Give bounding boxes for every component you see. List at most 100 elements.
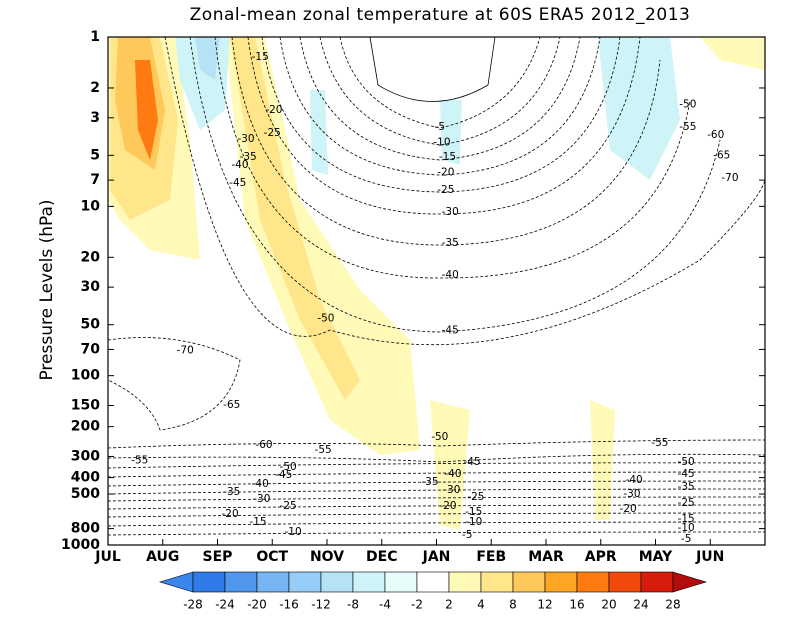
contour-label: -60	[255, 439, 272, 451]
colorbar-box	[640, 571, 674, 593]
y-axis-label: Pressure Levels (hPa)	[37, 199, 57, 380]
contour-label: -30	[253, 493, 270, 505]
contour-label: -15	[439, 151, 456, 163]
contour-label: -40	[442, 269, 459, 281]
contour-label: -40	[252, 478, 269, 490]
contour-label: -15	[678, 513, 695, 525]
contour-label: -10	[433, 137, 450, 149]
colorbar-label: -20	[247, 598, 267, 612]
contour-label: -45	[678, 468, 695, 480]
contour-label: -25	[280, 500, 297, 512]
colorbar-box	[288, 571, 322, 593]
y-tick-label: 50	[81, 317, 101, 333]
y-tick-label: 800	[71, 521, 100, 537]
x-tick-label: MAR	[528, 549, 564, 565]
contour-label: -45	[229, 177, 246, 189]
colorbar-label: 20	[601, 598, 616, 612]
colorbar-box	[320, 571, 354, 593]
colorbar-label: -4	[379, 598, 391, 612]
y-tick-label: 100	[71, 368, 100, 384]
contour-label: -35	[240, 151, 257, 163]
contour-label: -20	[265, 104, 282, 116]
colorbar-label: 4	[477, 598, 485, 612]
contour-label: -10	[465, 516, 482, 528]
contour-label: -35	[421, 476, 438, 488]
y-tick-label: 200	[71, 419, 100, 435]
y-tick-label: 70	[81, 341, 101, 357]
contour-label: -15	[252, 51, 269, 63]
contour-label: -30	[623, 488, 640, 500]
contour-label: -30	[442, 206, 459, 218]
contour-label: -70	[721, 172, 738, 184]
colorbar-label: 2	[445, 598, 453, 612]
x-tick-label: APR	[585, 549, 617, 565]
x-tick-label: JUL	[94, 549, 121, 565]
colorbar-box	[256, 571, 290, 593]
colorbar-box	[544, 571, 578, 593]
contour-label: -45	[275, 469, 292, 481]
colorbar-label: -28	[183, 598, 203, 612]
colorbar-label: -12	[311, 598, 331, 612]
colorbar-label: 24	[633, 598, 648, 612]
x-tick-label: FEB	[476, 549, 506, 565]
colorbar-box	[608, 571, 642, 593]
contour-label: -25	[264, 127, 281, 139]
contour-label: -20	[439, 500, 456, 512]
contour-label: -25	[437, 184, 454, 196]
y-tick-label: 7	[90, 172, 100, 188]
colorbar-box	[224, 571, 258, 593]
anomaly-shading	[108, 37, 765, 530]
colorbar-label: 12	[537, 598, 552, 612]
contour-label: -35	[223, 486, 240, 498]
y-tick-label: 30	[81, 279, 101, 295]
colorbar-box	[352, 571, 386, 593]
y-tick-label: 400	[71, 470, 100, 486]
x-tick-label: OCT	[256, 549, 288, 565]
contour-label: -40	[231, 159, 248, 171]
colorbar-label: 28	[665, 598, 680, 612]
colorbar-box	[384, 571, 418, 593]
x-tick-label: MAY	[639, 549, 673, 565]
colorbar-label: -24	[215, 598, 235, 612]
contour-label: -15	[249, 516, 266, 528]
colorbar-label: -16	[279, 598, 299, 612]
contour-label: -20	[437, 166, 454, 178]
contour-label: -50	[317, 313, 334, 325]
contour-label: -25	[678, 497, 695, 509]
x-tick-label: AUG	[146, 549, 179, 565]
y-tick-label: 2	[90, 80, 100, 96]
contour-label: -35	[678, 481, 695, 493]
x-tick-label: NOV	[310, 549, 344, 565]
y-tick-label: 150	[71, 397, 100, 413]
contour-label: -45	[442, 324, 459, 336]
contour-label: -55	[679, 121, 696, 133]
colorbar-box	[512, 571, 546, 593]
contour-label: -25	[467, 491, 484, 503]
contour-label: -40	[626, 474, 643, 486]
colorbar-box	[416, 571, 450, 593]
colorbar-box	[576, 571, 610, 593]
colorbar-arrow	[672, 571, 708, 593]
contour-label: -10	[678, 522, 695, 534]
contour-label: -55	[651, 437, 668, 449]
contour-label: -50	[280, 461, 297, 473]
x-tick-label: DEC	[366, 549, 397, 565]
contour-label: -5	[681, 533, 691, 545]
contour-label: -5	[462, 529, 472, 541]
x-tick-label: JUN	[695, 549, 724, 565]
contour-label: -55	[315, 444, 332, 456]
contour-label: -65	[223, 399, 240, 411]
contour-label: -60	[707, 129, 724, 141]
colorbar-box	[480, 571, 514, 593]
y-tick-label: 10	[81, 198, 101, 214]
contour-label: -50	[431, 431, 448, 443]
contour-lines	[107, 36, 766, 536]
contour-label: -30	[443, 484, 460, 496]
colorbar-arrow	[158, 571, 194, 593]
contour-label: -30	[237, 133, 254, 145]
colorbar-label: -2	[411, 598, 423, 612]
colorbar-box	[448, 571, 482, 593]
colorbar-label: -8	[347, 598, 359, 612]
contour-label: -45	[464, 456, 481, 468]
